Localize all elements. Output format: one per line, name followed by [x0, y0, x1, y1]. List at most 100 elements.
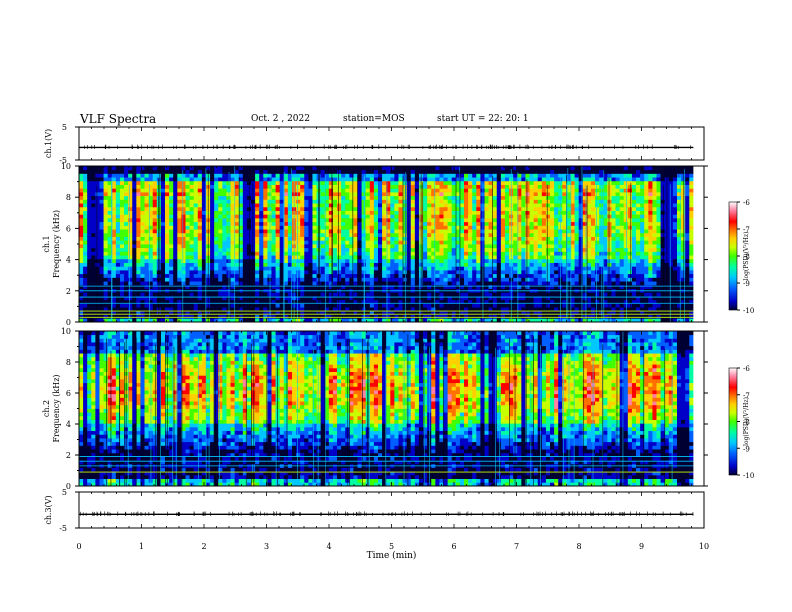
spectrogram-cell [402, 266, 408, 271]
spectrogram-cell [193, 273, 199, 278]
spectrogram-cell [230, 229, 236, 234]
spectrogram-cell [201, 258, 207, 263]
spectrogram-cell [242, 214, 248, 219]
spectrogram-cell [218, 203, 223, 208]
spectrogram-cell [349, 296, 354, 301]
spectrogram-cell [455, 173, 461, 178]
spectrogram-cell [300, 229, 305, 234]
spectrogram-cell [492, 203, 498, 208]
spectrogram-cell [160, 229, 166, 234]
spectrogram-cell [349, 225, 354, 230]
spectrogram-cell [455, 192, 461, 197]
spectrogram-cell [189, 292, 195, 297]
spectrogram-cell [263, 218, 268, 223]
spectrogram-cell [328, 221, 334, 226]
spectrogram-cell [234, 299, 240, 304]
spectrogram-cell [107, 258, 113, 263]
spectrogram-cell [320, 292, 326, 297]
spectrogram-cell [488, 281, 494, 286]
spectrogram-cell [124, 188, 129, 193]
spectrogram-cell [464, 258, 469, 263]
spectrogram-cell [443, 258, 449, 263]
spectrogram-cell [341, 214, 346, 219]
spectrogram-cell [365, 273, 371, 278]
spectrogram-cell [504, 203, 510, 208]
spectrogram-cell [521, 232, 526, 237]
spectrogram-cell [214, 255, 219, 260]
spectrogram-cell [484, 173, 489, 178]
spectrogram-cell [124, 232, 129, 237]
spectrogram-cell [328, 206, 334, 211]
spectrogram-cell [99, 255, 104, 260]
spectrogram-cell [492, 244, 498, 249]
spectrogram-cell [349, 240, 354, 245]
spectrogram-cell [427, 236, 432, 241]
spectrogram-cell [378, 229, 383, 234]
spectrogram-cell [337, 192, 342, 197]
spectrogram-cell [423, 273, 428, 278]
spectrogram-cell [316, 169, 322, 174]
spectrogram-cell [500, 195, 506, 200]
spectrogram-cell [226, 166, 231, 171]
spectrogram-cell [369, 206, 375, 211]
spectrogram-cell [181, 218, 186, 223]
spectrogram-cell [165, 303, 170, 308]
spectrogram-cell [410, 318, 416, 323]
spectrogram-cell [165, 218, 170, 223]
spectrogram-cell [83, 225, 88, 230]
spectrogram-cell [455, 247, 461, 252]
spectrogram-cell [373, 166, 379, 171]
spectrogram-cell [119, 296, 125, 301]
spectrogram-cell [91, 266, 96, 271]
spectrogram-cell [328, 199, 334, 204]
spectrogram-cell [328, 192, 334, 197]
spectrogram-cell [369, 281, 375, 286]
spectrogram-cell [218, 310, 223, 315]
spectrogram-cell [398, 192, 403, 197]
spectrogram-cell [345, 232, 350, 237]
spectrogram-cell [251, 258, 256, 263]
spectrogram-cell [144, 255, 150, 260]
spectrogram-cell [472, 310, 477, 315]
spectrogram-cell [173, 203, 178, 208]
spectrogram-cell [464, 277, 469, 282]
spectrogram-cell [156, 169, 162, 174]
spectrogram-cell [304, 258, 309, 263]
spectrogram-cell [160, 281, 166, 286]
spectrogram-cell [140, 221, 145, 226]
spectrogram-cell [177, 225, 182, 230]
spectrogram-cell [140, 166, 145, 171]
spectrogram-cell [296, 299, 301, 304]
spectrogram-cell [496, 169, 502, 174]
spectrogram-cell [99, 281, 104, 286]
spectrogram-cell [296, 240, 301, 245]
spectrogram-cell [246, 277, 252, 282]
spectrogram-cell [521, 184, 526, 189]
spectrogram-cell [210, 284, 215, 289]
spectrogram-cell [410, 270, 416, 275]
spectrogram-cell [369, 221, 375, 226]
spectrogram-cell [464, 266, 469, 271]
spectrogram-cell [230, 188, 236, 193]
spectrogram-cell [357, 236, 363, 241]
spectrogram-cell [189, 244, 195, 249]
spectrogram-cell [148, 188, 154, 193]
spectrogram-cell [504, 180, 510, 185]
spectrogram-cell [136, 195, 141, 200]
spectrogram-cell [496, 229, 502, 234]
spectrogram-cell [324, 303, 330, 308]
spectrogram-cell [517, 206, 522, 211]
spectrogram-cell [160, 203, 166, 208]
spectrogram-cell [439, 292, 444, 297]
spectrogram-cell [390, 292, 395, 297]
spectrogram-cell [148, 169, 154, 174]
spectrogram-cell [197, 296, 203, 301]
spectrogram-cell [230, 318, 236, 323]
spectrogram-cell [353, 221, 358, 226]
spectrogram-cell [185, 258, 190, 263]
spectrogram-cell [287, 232, 293, 237]
spectrogram-cell [525, 203, 530, 208]
spectrogram-cell [128, 299, 133, 304]
spectrogram-cell [459, 232, 465, 237]
spectrogram-cell [83, 266, 88, 271]
